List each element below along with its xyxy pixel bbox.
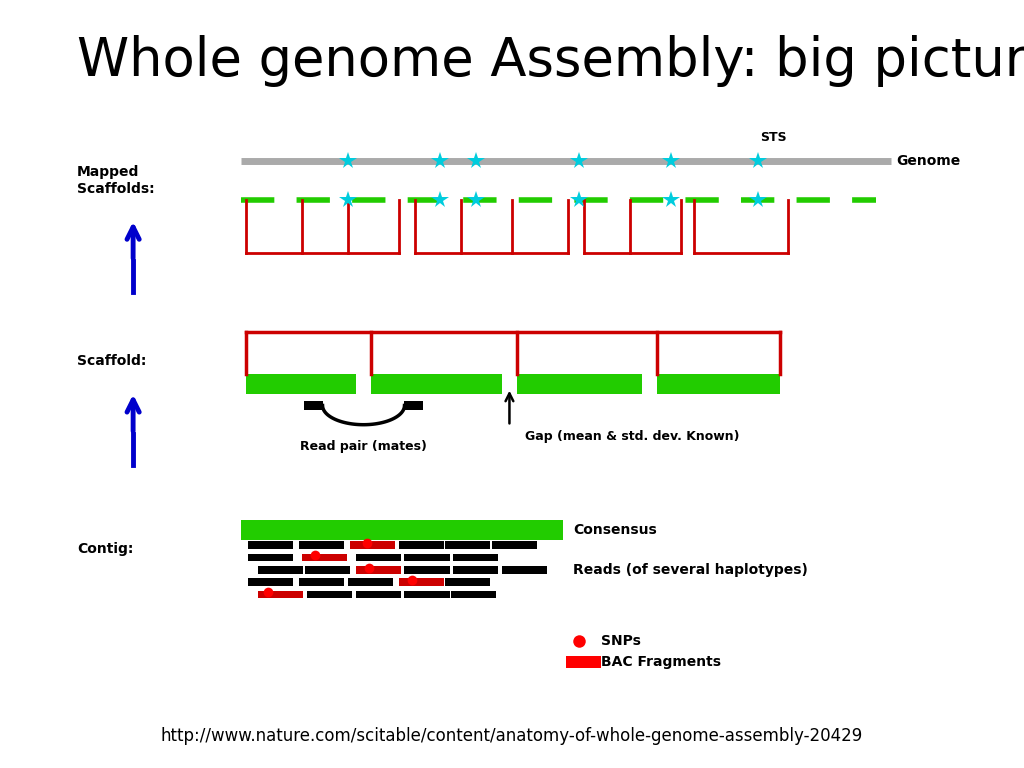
Bar — [348, 578, 393, 586]
Bar — [399, 541, 444, 549]
Bar — [356, 554, 401, 561]
Bar — [453, 566, 498, 574]
Bar — [302, 554, 347, 561]
Bar — [246, 374, 356, 394]
Text: Contig:: Contig: — [77, 542, 133, 556]
Bar — [241, 520, 563, 540]
Text: STS: STS — [760, 131, 786, 144]
Bar — [258, 591, 303, 598]
Bar — [657, 374, 780, 394]
Text: Read pair (mates): Read pair (mates) — [300, 440, 427, 453]
Text: Consensus: Consensus — [573, 523, 657, 537]
Bar — [453, 554, 498, 561]
Bar — [299, 541, 344, 549]
Bar — [248, 541, 293, 549]
Text: Genome: Genome — [896, 154, 961, 168]
Bar — [451, 591, 496, 598]
Text: Scaffold:: Scaffold: — [77, 354, 146, 368]
Bar — [248, 554, 293, 561]
Bar — [305, 566, 350, 574]
Text: SNPs: SNPs — [601, 634, 641, 648]
Text: Whole genome Assembly: big picture: Whole genome Assembly: big picture — [77, 35, 1024, 87]
Bar — [517, 374, 642, 394]
Text: BAC Fragments: BAC Fragments — [601, 655, 721, 669]
Text: Reads (of several haplotypes): Reads (of several haplotypes) — [573, 563, 808, 577]
Bar — [445, 541, 490, 549]
Bar — [258, 566, 303, 574]
Bar — [404, 401, 423, 411]
Bar — [304, 401, 323, 411]
Bar — [248, 578, 293, 586]
Text: Mapped
Scaffolds:: Mapped Scaffolds: — [77, 165, 155, 196]
Bar — [404, 591, 450, 598]
Text: Gap (mean & std. dev. Known): Gap (mean & std. dev. Known) — [524, 430, 739, 443]
Bar — [371, 374, 502, 394]
Bar — [299, 578, 344, 586]
Bar — [356, 566, 401, 574]
Bar — [502, 566, 547, 574]
Bar — [404, 554, 450, 561]
Bar — [492, 541, 537, 549]
Text: http://www.nature.com/scitable/content/anatomy-of-whole-genome-assembly-20429: http://www.nature.com/scitable/content/a… — [161, 727, 863, 745]
Bar — [445, 578, 490, 586]
Bar — [399, 578, 444, 586]
Bar — [566, 656, 601, 668]
Bar — [404, 566, 450, 574]
Bar — [350, 541, 395, 549]
Bar — [307, 591, 352, 598]
Bar — [356, 591, 401, 598]
